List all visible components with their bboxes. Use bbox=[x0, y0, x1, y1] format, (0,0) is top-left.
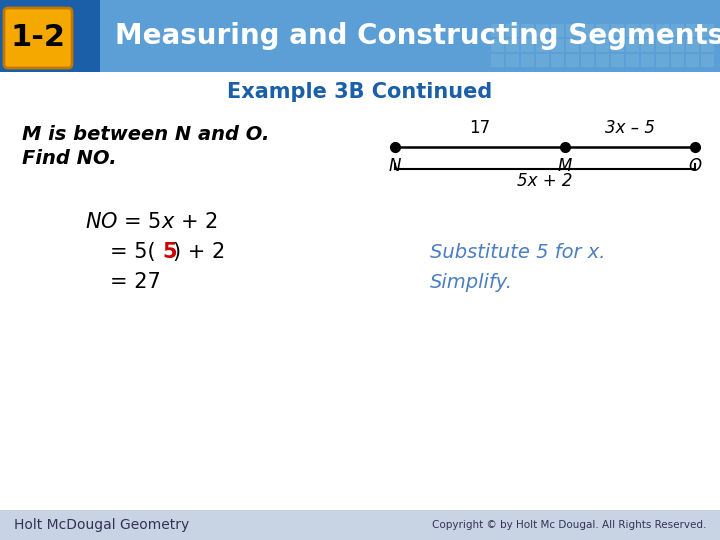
Bar bbox=[596, 39, 609, 52]
Bar bbox=[521, 54, 534, 67]
Text: 1-2: 1-2 bbox=[11, 24, 66, 52]
Bar bbox=[536, 54, 549, 67]
Text: M is between N and O.: M is between N and O. bbox=[22, 125, 269, 145]
Bar bbox=[701, 24, 714, 37]
Text: N: N bbox=[389, 157, 401, 175]
Text: M: M bbox=[557, 157, 572, 175]
Bar bbox=[491, 54, 504, 67]
Bar bbox=[566, 24, 579, 37]
Bar bbox=[656, 54, 669, 67]
Text: Holt McDougal Geometry: Holt McDougal Geometry bbox=[14, 518, 189, 532]
Bar bbox=[656, 39, 669, 52]
Bar bbox=[611, 39, 624, 52]
Bar bbox=[626, 39, 639, 52]
Bar bbox=[506, 24, 519, 37]
Bar bbox=[551, 39, 564, 52]
Bar bbox=[641, 54, 654, 67]
Bar bbox=[626, 24, 639, 37]
Text: Measuring and Constructing Segments: Measuring and Constructing Segments bbox=[115, 22, 720, 50]
Bar bbox=[626, 54, 639, 67]
Bar bbox=[596, 54, 609, 67]
Bar bbox=[686, 54, 699, 67]
Text: Example 3B Continued: Example 3B Continued bbox=[228, 82, 492, 102]
Bar bbox=[701, 39, 714, 52]
Text: Copyright © by Holt Mc Dougal. All Rights Reserved.: Copyright © by Holt Mc Dougal. All Right… bbox=[431, 520, 706, 530]
Text: = 5(: = 5( bbox=[110, 242, 156, 262]
Bar bbox=[671, 24, 684, 37]
Text: ) + 2: ) + 2 bbox=[173, 242, 225, 262]
Text: 5x + 2: 5x + 2 bbox=[517, 172, 572, 190]
Bar bbox=[0, 0, 720, 72]
Bar bbox=[521, 39, 534, 52]
Bar bbox=[611, 24, 624, 37]
Text: = 27: = 27 bbox=[110, 272, 161, 292]
Bar bbox=[581, 24, 594, 37]
Bar bbox=[566, 39, 579, 52]
Bar bbox=[581, 39, 594, 52]
Bar bbox=[506, 39, 519, 52]
Bar bbox=[491, 24, 504, 37]
Bar bbox=[551, 24, 564, 37]
Bar bbox=[521, 24, 534, 37]
Text: O: O bbox=[688, 157, 701, 175]
Text: 5: 5 bbox=[162, 242, 176, 262]
Bar bbox=[566, 54, 579, 67]
Text: 3x – 5: 3x – 5 bbox=[605, 119, 654, 137]
FancyBboxPatch shape bbox=[4, 8, 72, 68]
Bar bbox=[656, 24, 669, 37]
Bar bbox=[686, 39, 699, 52]
Bar bbox=[551, 54, 564, 67]
Text: Substitute 5 for x.: Substitute 5 for x. bbox=[430, 242, 606, 261]
Bar bbox=[641, 24, 654, 37]
Bar bbox=[671, 39, 684, 52]
Text: 17: 17 bbox=[469, 119, 490, 137]
Text: Find NO.: Find NO. bbox=[22, 148, 117, 167]
Bar bbox=[0, 510, 720, 540]
Bar bbox=[491, 39, 504, 52]
Bar bbox=[536, 24, 549, 37]
Bar bbox=[581, 54, 594, 67]
Bar bbox=[596, 24, 609, 37]
Bar bbox=[536, 39, 549, 52]
Text: $\mathit{NO}$ = 5$\mathit{x}$ + 2: $\mathit{NO}$ = 5$\mathit{x}$ + 2 bbox=[85, 212, 217, 232]
Bar bbox=[701, 54, 714, 67]
Bar bbox=[0, 72, 720, 510]
Bar bbox=[611, 54, 624, 67]
Bar bbox=[671, 54, 684, 67]
Text: Simplify.: Simplify. bbox=[430, 273, 513, 292]
Bar bbox=[506, 54, 519, 67]
Bar bbox=[686, 24, 699, 37]
Bar bbox=[641, 39, 654, 52]
Bar bbox=[100, 0, 720, 72]
